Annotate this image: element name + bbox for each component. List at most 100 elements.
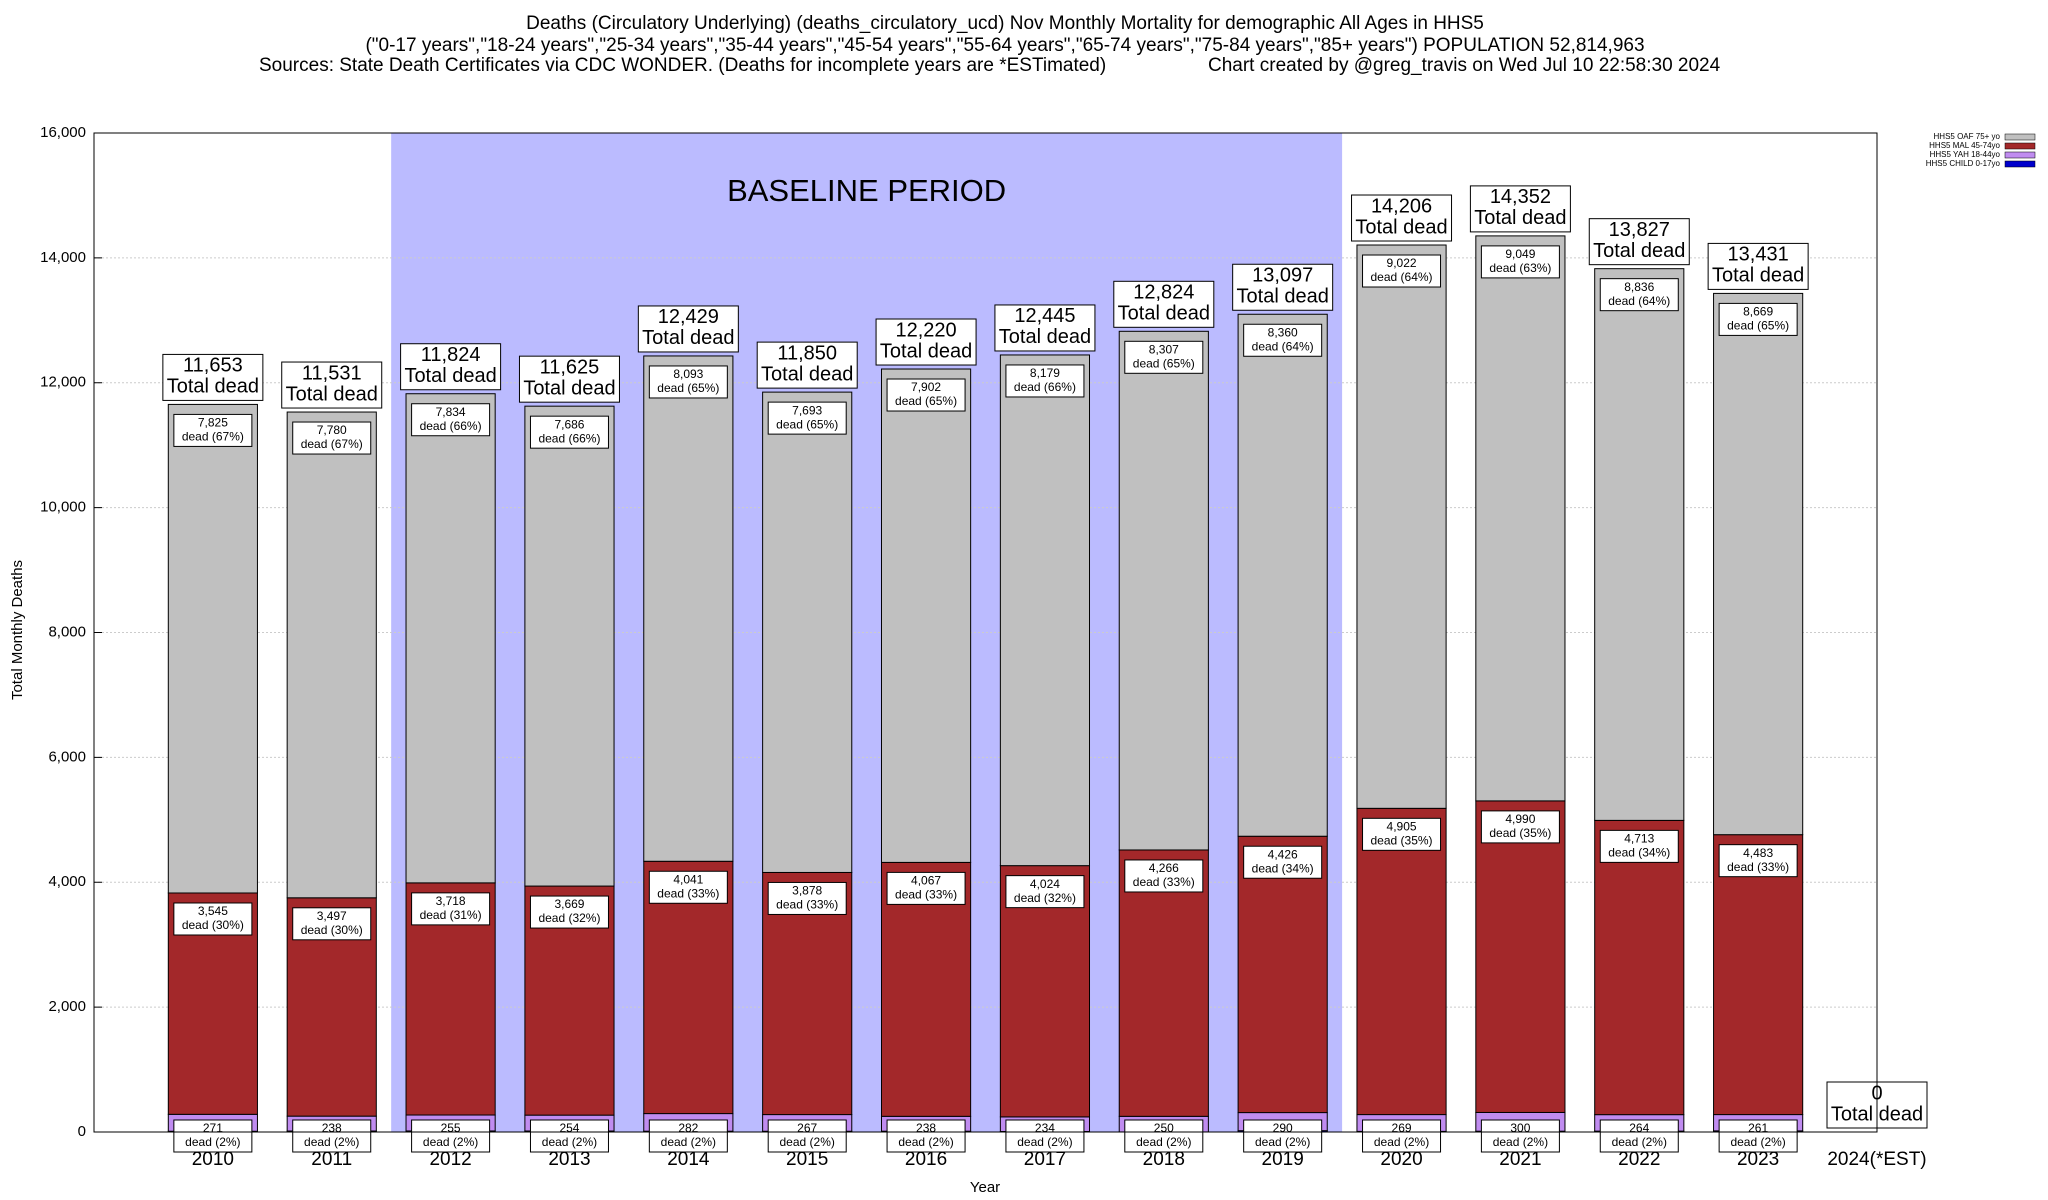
value-label: 267 <box>797 1121 817 1135</box>
total-text: Total dead <box>1355 216 1447 238</box>
pct-label: dead (33%) <box>1133 875 1195 889</box>
value-label: 3,718 <box>436 894 466 908</box>
label-box <box>529 1119 609 1153</box>
label-box <box>1005 1119 1085 1153</box>
label-box <box>886 378 966 412</box>
x-tick-label: 2020 <box>1380 1149 1422 1170</box>
legend-swatch <box>2004 133 2036 141</box>
value-label: 254 <box>559 1121 579 1135</box>
total-label: 11,824 <box>421 344 481 366</box>
bar-segment <box>1237 313 1328 837</box>
label-box <box>1362 1119 1442 1153</box>
label-box <box>1362 254 1442 288</box>
label-box <box>529 895 609 929</box>
y-tick-label: 16,000 <box>40 124 86 141</box>
x-tick-label: 2016 <box>905 1149 947 1170</box>
label-box <box>173 1119 253 1153</box>
total-box <box>637 305 739 353</box>
label-box <box>292 907 372 941</box>
total-box <box>756 341 858 389</box>
legend-label: HHS5 YAH 18-44yo <box>1930 150 2001 159</box>
total-text: Total dead <box>404 365 496 387</box>
label-box <box>767 1119 847 1153</box>
pct-label: dead (2%) <box>1136 1135 1191 1149</box>
pct-label: dead (65%) <box>1133 356 1195 370</box>
x-axis-label: Year <box>970 1179 1000 1196</box>
total-text: Total dead <box>1237 286 1329 308</box>
total-box <box>994 304 1096 352</box>
bar-segment <box>1118 330 1209 851</box>
pct-label: dead (33%) <box>895 888 957 902</box>
pct-label: dead (2%) <box>423 1135 478 1149</box>
legend-label: HHS5 MAL 45-74yo <box>1929 141 2000 150</box>
pct-label: dead (66%) <box>538 431 600 445</box>
pct-label: dead (2%) <box>185 1135 240 1149</box>
value-label: 4,067 <box>911 874 941 888</box>
label-box <box>1124 340 1204 374</box>
value-label: 7,693 <box>792 403 822 417</box>
y-tick-label: 0 <box>78 1123 86 1140</box>
pct-label: dead (67%) <box>301 437 363 451</box>
bar-segment <box>1475 800 1566 1113</box>
bar-segment <box>1237 835 1328 1114</box>
value-label: 3,545 <box>198 904 228 918</box>
label-box <box>648 870 728 904</box>
total-label: 12,445 <box>1014 305 1075 327</box>
pct-label: dead (2%) <box>661 1135 716 1149</box>
label-box <box>1599 829 1679 863</box>
x-tick-label: 2022 <box>1618 1149 1660 1170</box>
pct-label: dead (65%) <box>895 394 957 408</box>
total-box <box>1707 242 1809 290</box>
label-box <box>1124 859 1204 893</box>
pct-label: dead (2%) <box>780 1135 835 1149</box>
y-tick-label: 6,000 <box>48 748 86 765</box>
label-box <box>1599 278 1679 312</box>
bar-segment <box>286 411 377 899</box>
value-label: 8,093 <box>673 367 703 381</box>
bar-segment <box>1356 244 1447 809</box>
value-label: 255 <box>441 1121 461 1135</box>
x-tick-label: 2021 <box>1499 1149 1541 1170</box>
total-text: Total dead <box>1474 207 1566 229</box>
pct-label: dead (64%) <box>1252 339 1314 353</box>
label-box <box>886 1119 966 1153</box>
x-tick-label: 2024(*EST) <box>1827 1149 1926 1170</box>
total-box <box>162 353 264 401</box>
pct-label: dead (31%) <box>420 908 482 922</box>
value-label: 7,902 <box>911 380 941 394</box>
y-tick-label: 2,000 <box>48 998 86 1015</box>
value-label: 300 <box>1510 1121 1530 1135</box>
pct-label: dead (30%) <box>182 918 244 932</box>
value-label: 7,834 <box>436 405 466 419</box>
total-label: 11,653 <box>183 355 243 377</box>
y-tick-label: 4,000 <box>48 873 86 890</box>
legend-swatch <box>2004 160 2036 168</box>
total-box <box>1469 185 1571 233</box>
pct-label: dead (66%) <box>1014 380 1076 394</box>
x-tick-label: 2017 <box>1024 1149 1066 1170</box>
label-box <box>1718 844 1798 878</box>
label-box <box>1362 817 1442 851</box>
value-label: 234 <box>1035 1121 1055 1135</box>
label-box <box>1718 302 1798 336</box>
value-label: 261 <box>1748 1121 1768 1135</box>
value-label: 290 <box>1273 1121 1293 1135</box>
y-tick-label: 14,000 <box>40 249 86 266</box>
total-label: 12,429 <box>658 306 719 328</box>
total-box <box>518 355 620 403</box>
pct-label: dead (30%) <box>301 923 363 937</box>
value-label: 271 <box>203 1121 223 1135</box>
bar-segment <box>1594 819 1685 1116</box>
value-label: 3,497 <box>317 909 347 923</box>
label-box <box>411 403 491 437</box>
label-box <box>1480 810 1560 844</box>
x-tick-label: 2012 <box>429 1149 471 1170</box>
label-box <box>292 1119 372 1153</box>
pct-label: dead (32%) <box>538 911 600 925</box>
pct-label: dead (35%) <box>1371 833 1433 847</box>
pct-label: dead (2%) <box>1374 1135 1429 1149</box>
pct-label: dead (63%) <box>1489 261 1551 275</box>
value-label: 9,049 <box>1505 247 1535 261</box>
pct-label: dead (33%) <box>776 898 838 912</box>
